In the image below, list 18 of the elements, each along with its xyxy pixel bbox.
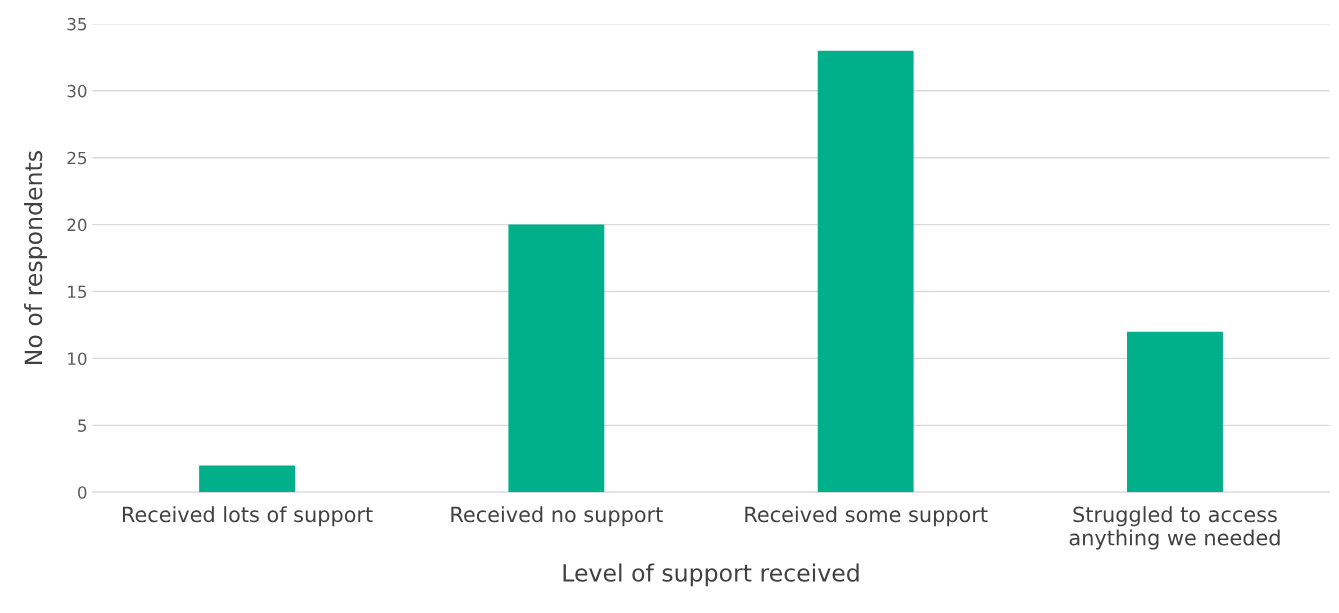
x-tick-label: Received lots of support: [122, 506, 373, 527]
y-tick-label: 25: [67, 151, 87, 165]
x-axis-title: Level of support received: [563, 563, 859, 587]
y-tick-label: 15: [68, 285, 87, 299]
bar: [1127, 331, 1223, 493]
y-tick-label: 20: [67, 218, 87, 232]
y-tick-label: 30: [67, 84, 87, 98]
y-tick-label: 5: [78, 419, 87, 432]
y-tick-label: 10: [68, 352, 87, 365]
bar: [508, 224, 605, 493]
x-tick-label: Received no support: [451, 506, 663, 527]
x-tick-label: Struggled to access anything we needed: [1069, 506, 1280, 550]
bar: [199, 465, 295, 493]
bar: [817, 50, 914, 493]
x-tick-label: Received some support: [745, 506, 988, 527]
y-tick-label: 35: [67, 17, 87, 31]
y-tick-label: 0: [78, 486, 87, 499]
y-axis-title: No of respondents: [24, 151, 47, 364]
